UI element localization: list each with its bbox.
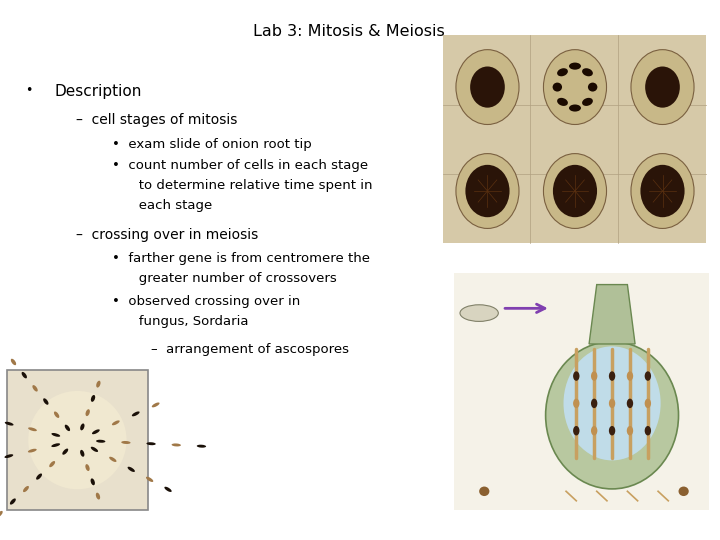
Ellipse shape	[645, 66, 680, 107]
Ellipse shape	[80, 450, 84, 457]
Ellipse shape	[631, 153, 694, 228]
Ellipse shape	[573, 372, 580, 381]
Ellipse shape	[96, 440, 105, 443]
Ellipse shape	[197, 444, 206, 448]
Ellipse shape	[109, 457, 117, 462]
Ellipse shape	[627, 372, 633, 381]
Ellipse shape	[164, 487, 171, 492]
Ellipse shape	[460, 305, 498, 321]
Ellipse shape	[28, 449, 37, 453]
Bar	[7, 370, 148, 510]
Ellipse shape	[588, 83, 598, 92]
Ellipse shape	[591, 426, 598, 435]
Ellipse shape	[564, 346, 661, 461]
Ellipse shape	[86, 464, 90, 471]
Ellipse shape	[544, 50, 606, 125]
Ellipse shape	[22, 372, 27, 379]
Ellipse shape	[609, 426, 616, 435]
Ellipse shape	[456, 153, 519, 228]
Text: •  observed crossing over in: • observed crossing over in	[112, 295, 300, 308]
Ellipse shape	[582, 68, 593, 76]
Ellipse shape	[86, 409, 90, 416]
Ellipse shape	[80, 423, 84, 430]
Ellipse shape	[91, 478, 95, 485]
Text: to determine relative time spent in: to determine relative time spent in	[126, 179, 372, 192]
Ellipse shape	[640, 165, 685, 217]
Ellipse shape	[36, 474, 42, 480]
Ellipse shape	[569, 104, 581, 112]
Text: Description: Description	[54, 84, 141, 99]
Ellipse shape	[23, 486, 29, 492]
Text: •  count number of cells in each stage: • count number of cells in each stage	[112, 159, 368, 172]
Ellipse shape	[644, 399, 651, 408]
Ellipse shape	[146, 442, 156, 445]
Ellipse shape	[557, 98, 568, 106]
Text: •  exam slide of onion root tip: • exam slide of onion root tip	[112, 138, 311, 151]
Ellipse shape	[51, 443, 60, 447]
Ellipse shape	[573, 426, 580, 435]
Ellipse shape	[11, 359, 16, 365]
Text: •  farther gene is from centromere the: • farther gene is from centromere the	[112, 252, 369, 265]
Ellipse shape	[54, 411, 59, 418]
Ellipse shape	[552, 83, 562, 92]
Text: greater number of crossovers: greater number of crossovers	[126, 272, 337, 285]
Ellipse shape	[65, 424, 70, 431]
Ellipse shape	[171, 443, 181, 447]
Ellipse shape	[10, 498, 16, 504]
Bar	[443, 35, 706, 243]
Ellipse shape	[132, 411, 140, 416]
Ellipse shape	[5, 422, 14, 426]
Text: each stage: each stage	[126, 199, 212, 212]
Ellipse shape	[627, 399, 633, 408]
Ellipse shape	[4, 454, 13, 458]
Ellipse shape	[609, 372, 616, 381]
Ellipse shape	[553, 165, 597, 217]
Ellipse shape	[91, 395, 95, 402]
Ellipse shape	[631, 50, 694, 125]
Ellipse shape	[465, 165, 510, 217]
Ellipse shape	[127, 467, 135, 472]
Polygon shape	[589, 285, 635, 344]
Ellipse shape	[627, 426, 633, 435]
Text: Lab 3: Mitosis & Meiosis: Lab 3: Mitosis & Meiosis	[253, 24, 445, 39]
Ellipse shape	[470, 66, 505, 107]
Ellipse shape	[121, 441, 130, 444]
Text: –  crossing over in meiosis: – crossing over in meiosis	[76, 228, 258, 242]
Ellipse shape	[32, 385, 37, 392]
Ellipse shape	[582, 98, 593, 106]
Text: •: •	[25, 84, 32, 97]
Ellipse shape	[112, 421, 120, 426]
Ellipse shape	[92, 429, 100, 434]
Bar	[454, 273, 709, 510]
Ellipse shape	[544, 153, 606, 228]
Ellipse shape	[591, 372, 598, 381]
Text: –  cell stages of mitosis: – cell stages of mitosis	[76, 113, 237, 127]
Ellipse shape	[644, 372, 651, 381]
Ellipse shape	[609, 399, 616, 408]
Ellipse shape	[28, 427, 37, 431]
Ellipse shape	[96, 381, 101, 388]
Ellipse shape	[96, 492, 100, 500]
Ellipse shape	[456, 50, 519, 125]
Ellipse shape	[644, 426, 651, 435]
Ellipse shape	[573, 399, 580, 408]
Ellipse shape	[557, 68, 568, 76]
Ellipse shape	[91, 447, 98, 452]
Text: –  arrangement of ascospores: – arrangement of ascospores	[151, 343, 349, 356]
Text: fungus, Sordaria: fungus, Sordaria	[126, 315, 248, 328]
Ellipse shape	[63, 449, 68, 455]
Ellipse shape	[569, 63, 581, 70]
Ellipse shape	[480, 487, 490, 496]
Ellipse shape	[152, 402, 160, 407]
Ellipse shape	[28, 391, 127, 489]
Ellipse shape	[49, 461, 55, 467]
Ellipse shape	[51, 433, 60, 437]
Ellipse shape	[43, 399, 48, 405]
Ellipse shape	[0, 511, 3, 517]
Ellipse shape	[546, 342, 678, 489]
Ellipse shape	[591, 399, 598, 408]
Ellipse shape	[146, 477, 153, 482]
Ellipse shape	[678, 487, 689, 496]
